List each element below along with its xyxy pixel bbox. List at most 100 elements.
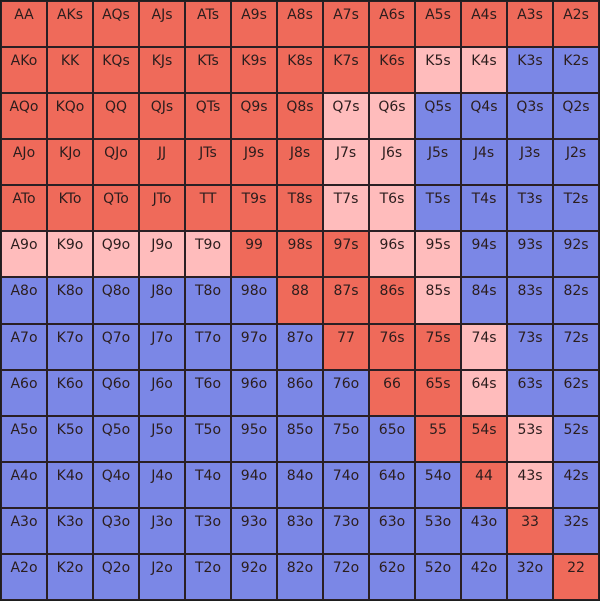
hand-cell[interactable]: J5o xyxy=(139,415,185,462)
hand-cell[interactable]: T4s xyxy=(461,185,507,232)
hand-cell[interactable]: T8s xyxy=(277,185,323,232)
hand-cell[interactable]: Q7o xyxy=(93,323,139,370)
hand-cell[interactable]: A2o xyxy=(1,553,47,600)
hand-cell[interactable]: T3s xyxy=(507,185,553,232)
hand-cell[interactable]: J8o xyxy=(139,277,185,324)
hand-cell[interactable]: 63o xyxy=(369,507,415,554)
hand-cell[interactable]: 86s xyxy=(369,277,415,324)
hand-cell[interactable]: AKs xyxy=(47,1,93,48)
hand-cell[interactable]: 53o xyxy=(415,507,461,554)
hand-cell[interactable]: J2s xyxy=(553,139,599,186)
hand-cell[interactable]: 98o xyxy=(231,277,277,324)
hand-cell[interactable]: 87o xyxy=(277,323,323,370)
hand-cell[interactable]: J9s xyxy=(231,139,277,186)
hand-cell[interactable]: A9s xyxy=(231,1,277,48)
hand-cell[interactable]: 86o xyxy=(277,369,323,416)
hand-cell[interactable]: 85s xyxy=(415,277,461,324)
hand-cell[interactable]: 82s xyxy=(553,277,599,324)
hand-cell[interactable]: 96o xyxy=(231,369,277,416)
hand-cell[interactable]: Q2o xyxy=(93,553,139,600)
hand-cell[interactable]: Q6s xyxy=(369,93,415,140)
hand-cell[interactable]: K2s xyxy=(553,47,599,94)
hand-cell[interactable]: J9o xyxy=(139,231,185,278)
hand-cell[interactable]: 99 xyxy=(231,231,277,278)
hand-cell[interactable]: AJs xyxy=(139,1,185,48)
hand-cell[interactable]: 54s xyxy=(461,415,507,462)
hand-cell[interactable]: Q6o xyxy=(93,369,139,416)
hand-cell[interactable]: 65o xyxy=(369,415,415,462)
hand-cell[interactable]: 75o xyxy=(323,415,369,462)
hand-cell[interactable]: AKo xyxy=(1,47,47,94)
hand-cell[interactable]: 32o xyxy=(507,553,553,600)
hand-cell[interactable]: Q8s xyxy=(277,93,323,140)
hand-cell[interactable]: 92o xyxy=(231,553,277,600)
hand-cell[interactable]: 97o xyxy=(231,323,277,370)
hand-cell[interactable]: A8s xyxy=(277,1,323,48)
hand-cell[interactable]: 55 xyxy=(415,415,461,462)
hand-cell[interactable]: 43o xyxy=(461,507,507,554)
hand-cell[interactable]: KQs xyxy=(93,47,139,94)
hand-cell[interactable]: Q3s xyxy=(507,93,553,140)
hand-cell[interactable]: A6o xyxy=(1,369,47,416)
hand-cell[interactable]: T8o xyxy=(185,277,231,324)
hand-cell[interactable]: 88 xyxy=(277,277,323,324)
hand-cell[interactable]: T7o xyxy=(185,323,231,370)
hand-cell[interactable]: T3o xyxy=(185,507,231,554)
hand-cell[interactable]: T9s xyxy=(231,185,277,232)
hand-cell[interactable]: 84s xyxy=(461,277,507,324)
hand-cell[interactable]: 92s xyxy=(553,231,599,278)
hand-cell[interactable]: 66 xyxy=(369,369,415,416)
hand-cell[interactable]: K7s xyxy=(323,47,369,94)
hand-cell[interactable]: JTo xyxy=(139,185,185,232)
hand-cell[interactable]: 54o xyxy=(415,461,461,508)
hand-cell[interactable]: 72o xyxy=(323,553,369,600)
hand-cell[interactable]: QJs xyxy=(139,93,185,140)
hand-cell[interactable]: T2o xyxy=(185,553,231,600)
hand-cell[interactable]: KTo xyxy=(47,185,93,232)
hand-cell[interactable]: 94o xyxy=(231,461,277,508)
hand-cell[interactable]: Q4s xyxy=(461,93,507,140)
hand-cell[interactable]: T5s xyxy=(415,185,461,232)
hand-cell[interactable]: K9o xyxy=(47,231,93,278)
hand-cell[interactable]: 72s xyxy=(553,323,599,370)
hand-cell[interactable]: A2s xyxy=(553,1,599,48)
hand-cell[interactable]: QJo xyxy=(93,139,139,186)
hand-cell[interactable]: J5s xyxy=(415,139,461,186)
hand-cell[interactable]: 95o xyxy=(231,415,277,462)
hand-cell[interactable]: J4o xyxy=(139,461,185,508)
hand-cell[interactable]: J8s xyxy=(277,139,323,186)
hand-cell[interactable]: Q4o xyxy=(93,461,139,508)
hand-cell[interactable]: Q5s xyxy=(415,93,461,140)
hand-cell[interactable]: Q9s xyxy=(231,93,277,140)
hand-cell[interactable]: JJ xyxy=(139,139,185,186)
hand-cell[interactable]: K9s xyxy=(231,47,277,94)
hand-cell[interactable]: T7s xyxy=(323,185,369,232)
hand-cell[interactable]: 42s xyxy=(553,461,599,508)
hand-cell[interactable]: K5s xyxy=(415,47,461,94)
hand-cell[interactable]: 62s xyxy=(553,369,599,416)
hand-cell[interactable]: 64o xyxy=(369,461,415,508)
hand-cell[interactable]: 96s xyxy=(369,231,415,278)
hand-cell[interactable]: J7o xyxy=(139,323,185,370)
hand-cell[interactable]: QTs xyxy=(185,93,231,140)
hand-cell[interactable]: 94s xyxy=(461,231,507,278)
hand-cell[interactable]: ATo xyxy=(1,185,47,232)
hand-cell[interactable]: A3s xyxy=(507,1,553,48)
hand-cell[interactable]: K4o xyxy=(47,461,93,508)
hand-cell[interactable]: 53s xyxy=(507,415,553,462)
hand-cell[interactable]: 82o xyxy=(277,553,323,600)
hand-cell[interactable]: 97s xyxy=(323,231,369,278)
hand-cell[interactable]: 32s xyxy=(553,507,599,554)
hand-cell[interactable]: K2o xyxy=(47,553,93,600)
hand-cell[interactable]: AQs xyxy=(93,1,139,48)
hand-cell[interactable]: K3o xyxy=(47,507,93,554)
hand-cell[interactable]: K7o xyxy=(47,323,93,370)
hand-cell[interactable]: Q5o xyxy=(93,415,139,462)
hand-cell[interactable]: 62o xyxy=(369,553,415,600)
hand-cell[interactable]: 77 xyxy=(323,323,369,370)
hand-cell[interactable]: Q9o xyxy=(93,231,139,278)
hand-cell[interactable]: KTs xyxy=(185,47,231,94)
hand-cell[interactable]: 74s xyxy=(461,323,507,370)
hand-cell[interactable]: KK xyxy=(47,47,93,94)
hand-cell[interactable]: A9o xyxy=(1,231,47,278)
